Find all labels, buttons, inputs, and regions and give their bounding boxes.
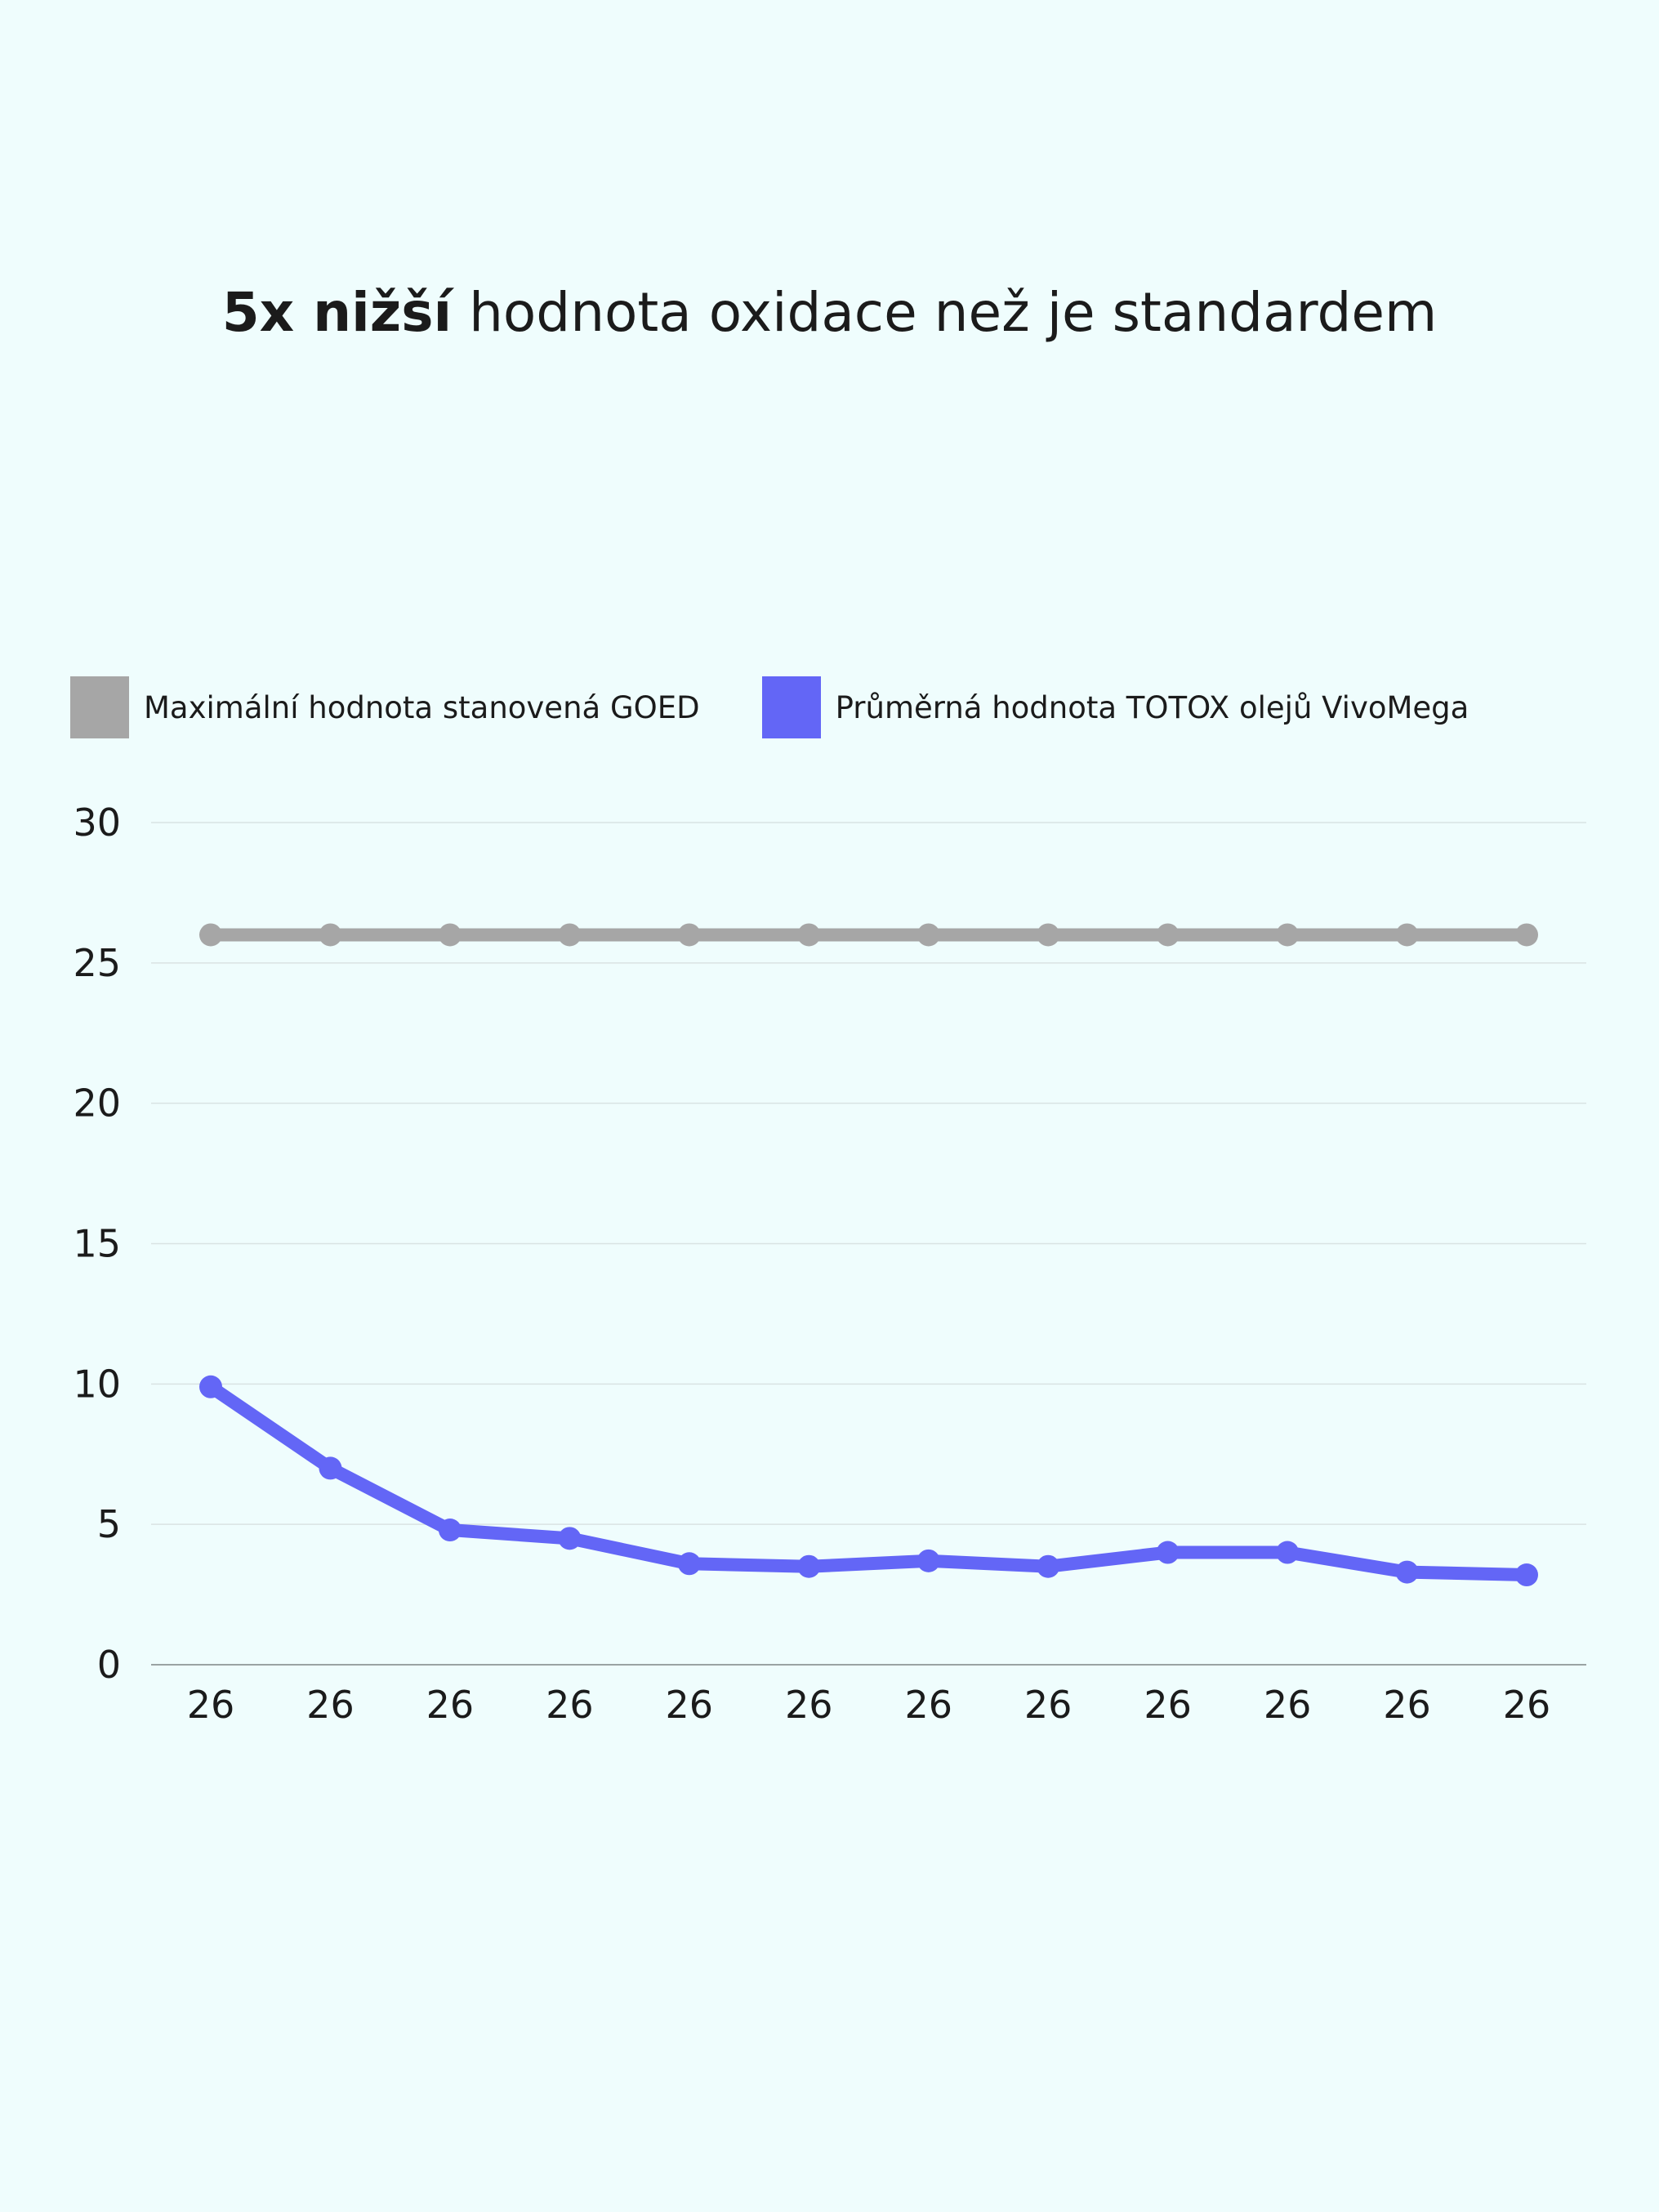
series-line-vivomega [204, 1380, 1533, 1582]
x-tick-label: 26 [1503, 1683, 1551, 1727]
chart-legend: Maximální hodnota stanovená GOED Průměrn… [70, 676, 1531, 738]
data-point-vivomega [438, 1519, 462, 1542]
data-point-vivomega [199, 1375, 222, 1398]
y-tick-label: 30 [73, 801, 121, 845]
data-point-goed [558, 923, 582, 947]
data-point-vivomega [1156, 1541, 1180, 1564]
data-point-vivomega [1276, 1541, 1300, 1564]
legend-label-vivomega: Průměrná hodnota TOTOX olejů VivoMega [835, 689, 1469, 725]
y-tick-label: 15 [73, 1222, 121, 1266]
data-point-goed [1515, 923, 1538, 947]
data-point-vivomega [1515, 1563, 1538, 1587]
x-tick-label: 26 [187, 1683, 235, 1727]
data-point-vivomega [319, 1456, 342, 1480]
y-tick-label: 10 [73, 1362, 121, 1406]
legend-label-goed: Maximální hodnota stanovená GOED [144, 689, 700, 725]
data-point-goed [438, 923, 462, 947]
data-point-goed [677, 923, 701, 947]
chart-title: 5x nižší hodnota oxidace než je standard… [0, 276, 1659, 350]
data-point-goed [1395, 923, 1419, 947]
legend-swatch-vivomega [761, 676, 821, 738]
data-point-goed [1276, 923, 1300, 947]
x-tick-label: 26 [904, 1683, 952, 1727]
data-point-goed [319, 923, 342, 947]
data-point-goed [199, 923, 222, 947]
y-tick-label: 5 [97, 1502, 121, 1546]
data-point-vivomega [797, 1554, 821, 1578]
x-tick-label: 26 [306, 1683, 355, 1727]
x-tick-label: 26 [1264, 1683, 1312, 1727]
data-point-goed [1037, 923, 1060, 947]
x-tick-label: 26 [1024, 1683, 1073, 1727]
x-tick-label: 26 [426, 1683, 475, 1727]
data-point-goed [1156, 923, 1180, 947]
data-point-vivomega [1395, 1560, 1419, 1584]
y-tick-label: 0 [97, 1643, 121, 1687]
data-point-vivomega [558, 1527, 582, 1550]
x-tick-label: 26 [785, 1683, 833, 1727]
data-point-goed [797, 923, 821, 947]
legend-item-vivomega: Průměrná hodnota TOTOX olejů VivoMega [761, 676, 1469, 738]
data-point-goed [916, 923, 940, 947]
x-tick-label: 26 [546, 1683, 594, 1727]
y-tick-label: 25 [73, 941, 121, 985]
data-point-vivomega [677, 1552, 701, 1576]
x-tick-label: 26 [1383, 1683, 1431, 1727]
legend-item-goed: Maximální hodnota stanovená GOED [70, 676, 700, 738]
x-tick-label: 26 [1144, 1683, 1192, 1727]
data-point-vivomega [916, 1549, 940, 1572]
y-tick-label: 20 [73, 1081, 121, 1126]
chart-title-bold: 5x nižší [221, 281, 453, 344]
x-tick-label: 26 [666, 1683, 714, 1727]
chart-title-rest: hodnota oxidace než je standardem [452, 281, 1438, 344]
data-point-vivomega [1037, 1554, 1060, 1578]
legend-swatch-goed [70, 676, 129, 738]
